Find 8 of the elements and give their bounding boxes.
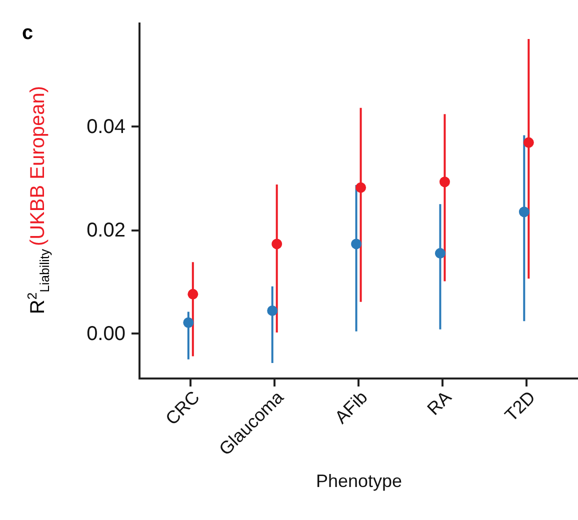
- x-tick-label: T2D: [500, 387, 540, 426]
- x-axis-title: Phenotype: [316, 471, 402, 492]
- y-tick-label: 0.00: [86, 322, 126, 345]
- text: c: [22, 22, 34, 45]
- y-tick-label: 0.02: [86, 219, 126, 242]
- x-tick-label: RA: [423, 387, 456, 419]
- y-tick-label: 0.04: [86, 116, 126, 138]
- text: (UKBB European): [26, 86, 49, 246]
